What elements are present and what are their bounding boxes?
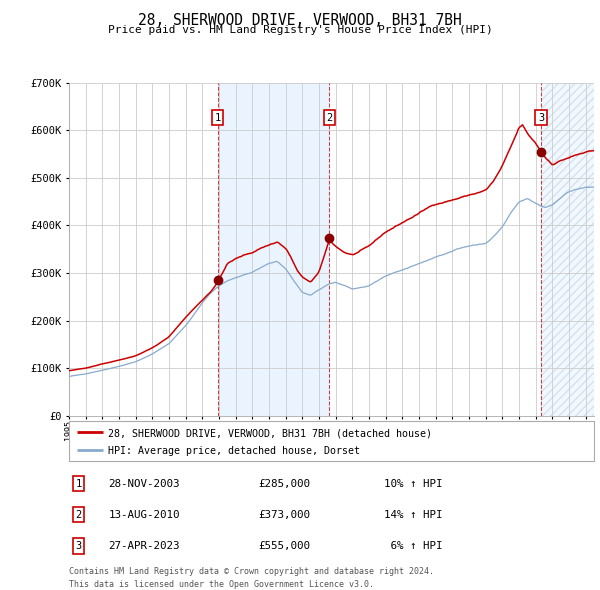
Text: 1: 1 — [214, 113, 221, 123]
Text: 2: 2 — [326, 113, 332, 123]
Text: 10% ↑ HPI: 10% ↑ HPI — [384, 478, 443, 489]
Text: 13-AUG-2010: 13-AUG-2010 — [109, 510, 180, 520]
Bar — [218, 83, 329, 416]
Text: 3: 3 — [538, 113, 544, 123]
Bar — [541, 83, 594, 416]
Text: Price paid vs. HM Land Registry's House Price Index (HPI): Price paid vs. HM Land Registry's House … — [107, 25, 493, 35]
Bar — [541, 83, 594, 416]
Text: £555,000: £555,000 — [258, 541, 310, 551]
Text: 27-APR-2023: 27-APR-2023 — [109, 541, 180, 551]
Text: 14% ↑ HPI: 14% ↑ HPI — [384, 510, 443, 520]
Text: 6% ↑ HPI: 6% ↑ HPI — [384, 541, 443, 551]
Text: 3: 3 — [76, 541, 82, 551]
Text: £373,000: £373,000 — [258, 510, 310, 520]
Text: 1: 1 — [76, 478, 82, 489]
Text: 28, SHERWOOD DRIVE, VERWOOD, BH31 7BH (detached house): 28, SHERWOOD DRIVE, VERWOOD, BH31 7BH (d… — [109, 428, 433, 438]
Text: This data is licensed under the Open Government Licence v3.0.: This data is licensed under the Open Gov… — [69, 581, 374, 589]
Text: 28, SHERWOOD DRIVE, VERWOOD, BH31 7BH: 28, SHERWOOD DRIVE, VERWOOD, BH31 7BH — [138, 13, 462, 28]
FancyBboxPatch shape — [69, 421, 594, 461]
Text: Contains HM Land Registry data © Crown copyright and database right 2024.: Contains HM Land Registry data © Crown c… — [69, 567, 434, 576]
Text: HPI: Average price, detached house, Dorset: HPI: Average price, detached house, Dors… — [109, 446, 361, 456]
Text: £285,000: £285,000 — [258, 478, 310, 489]
Text: 2: 2 — [76, 510, 82, 520]
Text: 28-NOV-2003: 28-NOV-2003 — [109, 478, 180, 489]
